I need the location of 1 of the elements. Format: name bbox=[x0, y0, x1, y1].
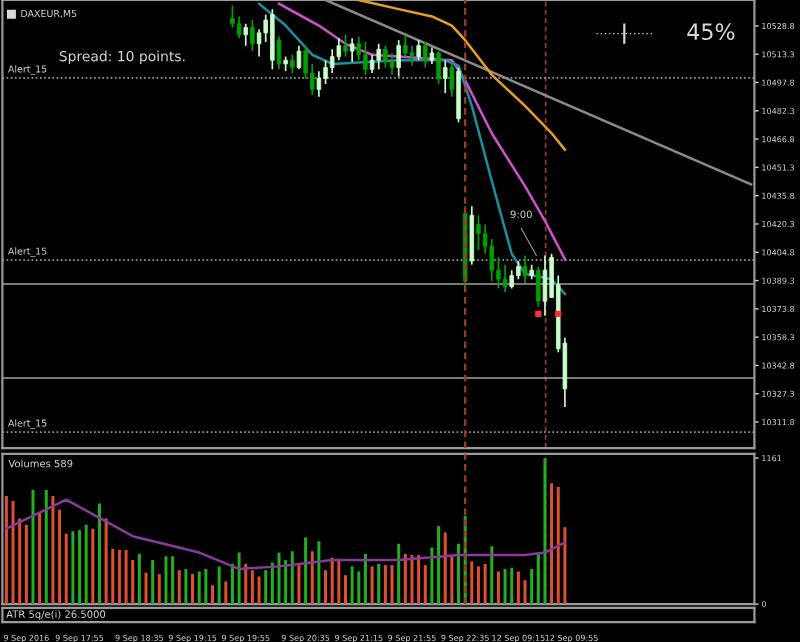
annotation: 45% bbox=[687, 23, 735, 41]
